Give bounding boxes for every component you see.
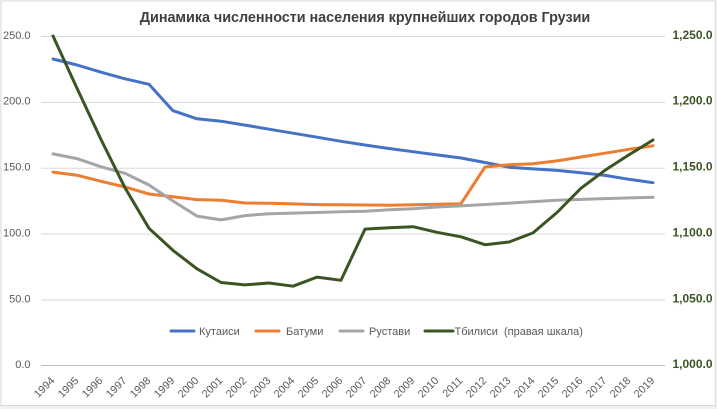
svg-text:Рустави: Рустави bbox=[369, 326, 410, 338]
svg-text:1,000.0: 1,000.0 bbox=[673, 357, 713, 371]
svg-text:Тбилиси (правая шкала): Тбилиси (правая шкала) bbox=[455, 326, 583, 338]
svg-text:Кутаиси: Кутаиси bbox=[199, 326, 240, 338]
svg-text:Динамика численности населения: Динамика численности населения крупнейши… bbox=[140, 10, 590, 26]
svg-text:100.0: 100.0 bbox=[3, 227, 31, 239]
svg-text:1,050.0: 1,050.0 bbox=[673, 291, 713, 305]
svg-text:1,200.0: 1,200.0 bbox=[673, 94, 713, 108]
svg-text:200.0: 200.0 bbox=[3, 96, 31, 108]
svg-text:1,100.0: 1,100.0 bbox=[673, 225, 713, 239]
svg-text:Батуми: Батуми bbox=[286, 326, 323, 338]
svg-text:0.0: 0.0 bbox=[15, 359, 30, 371]
svg-text:50.0: 50.0 bbox=[9, 293, 30, 305]
svg-text:150.0: 150.0 bbox=[3, 162, 31, 174]
svg-text:1,250.0: 1,250.0 bbox=[673, 28, 713, 42]
svg-text:1,150.0: 1,150.0 bbox=[673, 160, 713, 174]
svg-text:250.0: 250.0 bbox=[3, 30, 31, 42]
